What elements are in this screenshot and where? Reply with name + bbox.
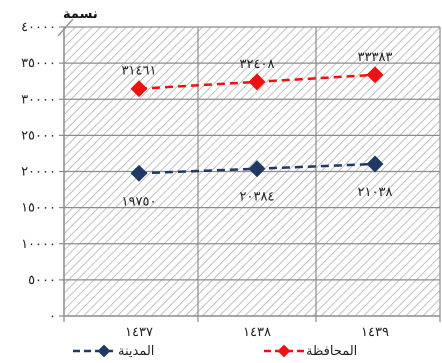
data-label: ٢٠٣٨٤ [240, 190, 275, 205]
y-axis-label: نسمة [63, 7, 98, 22]
legend-city-label: المدينة [118, 344, 154, 359]
x-axis-ticks: ١٤٣٧ ١٤٣٨ ١٤٣٩ [63, 316, 441, 340]
y-tick-label: ٣٥٠٠٠ [21, 56, 56, 71]
legend: المحافظة المدينة [73, 344, 357, 359]
series-0-point [366, 66, 384, 84]
y-tick-label: ٥٠٠٠ [28, 273, 56, 288]
series-0-point [130, 80, 148, 98]
legend-item-governorate: المحافظة [264, 344, 357, 359]
y-tick-label: ٤٠٠٠٠ [21, 20, 56, 35]
x-tick-label: ١٤٣٧ [125, 325, 153, 340]
axis-break-mark [57, 18, 74, 37]
y-tick-label: ٢٥٠٠٠ [21, 128, 56, 143]
y-tick-label: ٠ [49, 309, 56, 324]
y-tick-label: ٢٠٠٠٠ [21, 165, 56, 180]
y-tick-label: ٣٠٠٠٠ [21, 92, 56, 107]
series-0-point [248, 73, 266, 91]
series-1-point [366, 155, 384, 173]
legend-governorate-label: المحافظة [306, 344, 357, 359]
x-tick-label: ١٤٣٩ [361, 325, 389, 340]
data-label: ٢١٠٣٨ [358, 185, 393, 200]
data-label: ٣٢٤٠٨ [240, 57, 275, 72]
x-tick-label: ١٤٣٨ [243, 325, 271, 340]
series-group [130, 66, 384, 182]
legend-governorate-marker [277, 344, 291, 358]
legend-city-marker [97, 344, 111, 358]
y-tick-label: ١٥٠٠٠ [21, 201, 56, 216]
series-1-point [130, 164, 148, 182]
legend-item-city: المدينة [73, 344, 154, 359]
y-axis-ticks: ٠ ٥٠٠٠ ١٠٠٠٠ ١٥٠٠٠ ٢٠٠٠٠ ٢٥٠٠٠ ٣٠٠٠٠ ٣٥٠٠٠ ٤٠٠٠٠ [21, 20, 64, 324]
data-label: ٣١٤٦١ [122, 64, 157, 79]
y-tick-label: ١٠٠٠٠ [21, 237, 56, 252]
data-labels: ٣١٤٦١ ٣٢٤٠٨ ٣٣٣٨٣ ١٩٧٥٠ ٢٠٣٨٤ ٢١٠٣٨ [122, 50, 393, 209]
data-label: ٣٣٣٨٣ [358, 50, 393, 65]
series-1-point [248, 160, 266, 178]
data-label: ١٩٧٥٠ [122, 194, 157, 209]
